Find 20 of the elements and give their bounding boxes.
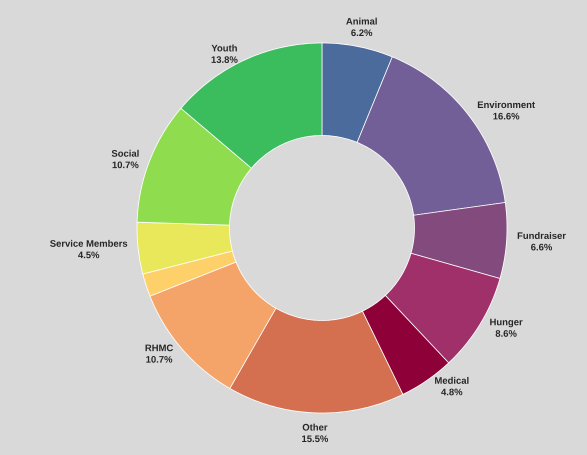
data-label: 8.6% <box>496 330 517 337</box>
data-label: 4.5% <box>78 252 100 258</box>
slice-label: Social <box>112 150 139 157</box>
data-label: 10.7% <box>112 162 139 168</box>
slice-label: Other <box>302 424 328 431</box>
slice-label: Animal <box>346 18 377 25</box>
slice-label: Youth <box>212 44 237 52</box>
slice-label: Hunger <box>490 318 523 328</box>
slice-label: Service Members <box>50 240 128 247</box>
data-label: 13.8% <box>212 56 238 63</box>
slice-label: Medical <box>435 376 468 384</box>
data-label: 15.5% <box>302 435 328 442</box>
slice-label: Fundraiser <box>518 232 566 240</box>
data-label: 16.6% <box>493 112 520 120</box>
data-label: 6.2% <box>351 29 372 36</box>
data-label: 6.6% <box>531 244 552 250</box>
data-label: 10.7% <box>146 356 172 363</box>
slice-label: Environment <box>478 101 535 108</box>
slice-label: RHMC <box>146 344 174 352</box>
data-label: 4.8% <box>441 388 462 396</box>
